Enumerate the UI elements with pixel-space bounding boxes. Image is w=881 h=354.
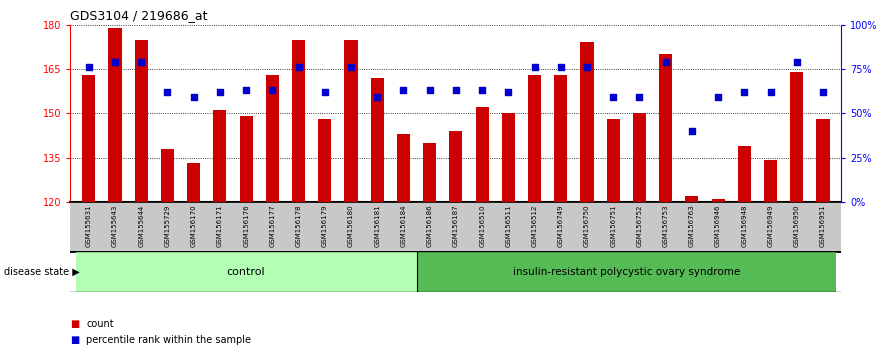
Text: GDS3104 / 219686_at: GDS3104 / 219686_at: [70, 9, 208, 22]
Text: GSM156949: GSM156949: [767, 204, 774, 247]
Text: GSM156179: GSM156179: [322, 204, 328, 247]
Point: [448, 87, 463, 93]
Text: GSM156753: GSM156753: [663, 204, 669, 247]
Text: GSM156946: GSM156946: [715, 204, 722, 247]
Point: [764, 89, 778, 95]
Text: insulin-resistant polycystic ovary syndrome: insulin-resistant polycystic ovary syndr…: [513, 267, 740, 277]
Text: GSM156511: GSM156511: [506, 204, 511, 247]
Text: control: control: [226, 267, 265, 277]
Point: [82, 64, 96, 70]
Text: GSM156177: GSM156177: [270, 204, 276, 247]
Point: [606, 95, 620, 100]
Point: [134, 59, 148, 65]
Bar: [581, 42, 594, 202]
Point: [160, 89, 174, 95]
Text: GSM156751: GSM156751: [611, 204, 616, 247]
Text: GSM156948: GSM156948: [741, 204, 747, 247]
Point: [370, 95, 384, 100]
Point: [187, 95, 201, 100]
Text: GSM156178: GSM156178: [296, 204, 301, 247]
Point: [554, 64, 568, 70]
Point: [265, 87, 279, 93]
Bar: [817, 119, 830, 202]
Bar: [417, 251, 836, 292]
Bar: [213, 110, 226, 202]
Point: [659, 59, 673, 65]
Point: [789, 59, 803, 65]
Point: [108, 59, 122, 65]
Point: [633, 95, 647, 100]
Bar: [371, 78, 384, 202]
Bar: [737, 146, 751, 202]
Text: GSM156186: GSM156186: [426, 204, 433, 247]
Point: [580, 64, 594, 70]
Text: disease state ▶: disease state ▶: [4, 267, 80, 277]
Text: count: count: [86, 319, 114, 329]
Point: [423, 87, 437, 93]
Bar: [659, 54, 672, 202]
Text: GSM156750: GSM156750: [584, 204, 590, 247]
Text: GSM156512: GSM156512: [531, 204, 537, 247]
Text: GSM156176: GSM156176: [243, 204, 249, 247]
Point: [292, 64, 306, 70]
Point: [816, 89, 830, 95]
Bar: [318, 119, 331, 202]
Point: [396, 87, 411, 93]
Point: [344, 64, 358, 70]
Text: GSM156180: GSM156180: [348, 204, 354, 247]
Bar: [790, 72, 803, 202]
Bar: [764, 160, 777, 202]
Bar: [266, 75, 279, 202]
Text: GSM156510: GSM156510: [479, 204, 485, 247]
Bar: [108, 28, 122, 202]
Text: GSM156763: GSM156763: [689, 204, 695, 247]
Text: GSM156950: GSM156950: [794, 204, 800, 247]
Point: [213, 89, 227, 95]
Text: ■: ■: [70, 335, 79, 345]
Bar: [607, 119, 620, 202]
Bar: [82, 75, 95, 202]
Point: [239, 87, 253, 93]
Bar: [528, 75, 541, 202]
Bar: [135, 40, 148, 202]
Bar: [633, 113, 646, 202]
Bar: [476, 107, 489, 202]
Bar: [423, 143, 436, 202]
Text: GSM155644: GSM155644: [138, 204, 144, 247]
Bar: [161, 149, 174, 202]
Bar: [344, 40, 358, 202]
Bar: [187, 164, 200, 202]
Text: GSM156752: GSM156752: [636, 204, 642, 247]
Bar: [240, 116, 253, 202]
Text: GSM156749: GSM156749: [558, 204, 564, 247]
Point: [528, 64, 542, 70]
Point: [318, 89, 332, 95]
Text: GSM156171: GSM156171: [217, 204, 223, 247]
Text: ■: ■: [70, 319, 79, 329]
Bar: [449, 131, 463, 202]
Text: GSM155643: GSM155643: [112, 204, 118, 247]
Bar: [76, 251, 417, 292]
Text: GSM156181: GSM156181: [374, 204, 381, 247]
Text: GSM156951: GSM156951: [820, 204, 826, 247]
Point: [711, 95, 725, 100]
Point: [475, 87, 489, 93]
Text: GSM155729: GSM155729: [165, 204, 171, 247]
Point: [737, 89, 751, 95]
Bar: [712, 199, 725, 202]
Text: GSM156187: GSM156187: [453, 204, 459, 247]
Text: GSM155631: GSM155631: [85, 204, 92, 247]
Bar: [292, 40, 305, 202]
Point: [501, 89, 515, 95]
Text: GSM156170: GSM156170: [190, 204, 196, 247]
Point: [685, 128, 699, 134]
Text: GSM156184: GSM156184: [401, 204, 406, 247]
Bar: [397, 134, 410, 202]
Bar: [502, 113, 515, 202]
Bar: [554, 75, 567, 202]
Text: percentile rank within the sample: percentile rank within the sample: [86, 335, 251, 345]
Bar: [685, 196, 699, 202]
